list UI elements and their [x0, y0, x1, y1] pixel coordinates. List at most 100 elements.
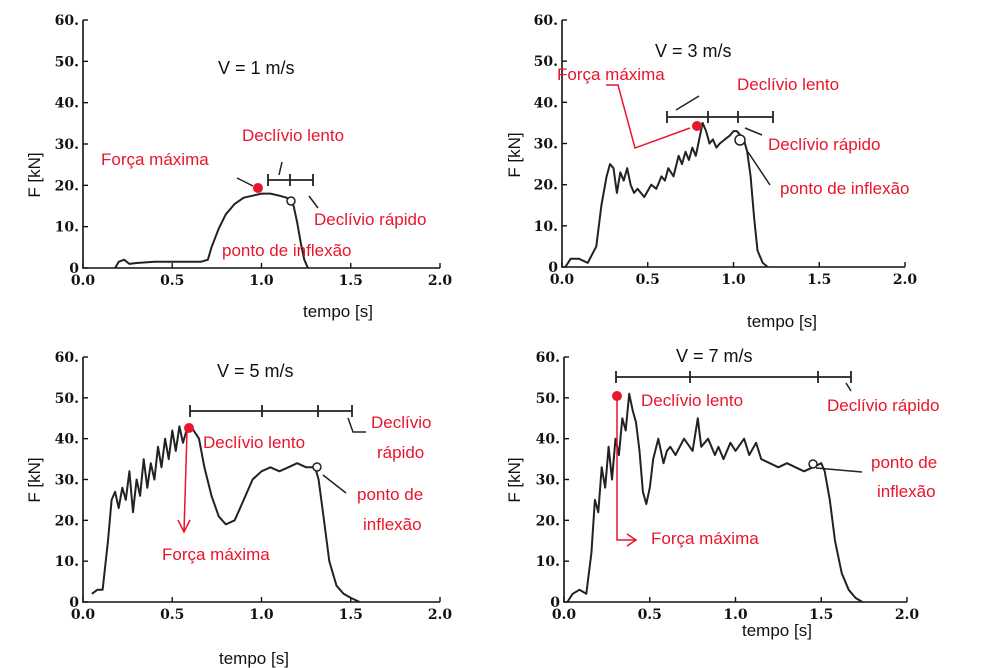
inflection-pointer	[322, 474, 347, 494]
x-tick-label: 0.5	[636, 272, 660, 288]
max-force-marker	[612, 391, 622, 401]
max-force-arrowhead	[177, 519, 191, 534]
y-tick-label: 10.	[55, 220, 79, 236]
x-tick-label: 1.5	[809, 607, 833, 623]
chart-panel-v1: 0.0 0.5 1.0 1.5 2.0 0 10. 20. 30. 40. 50. 60. V = 1…	[25, 13, 452, 321]
ticks: 0.0 0.5 1.0 1.5 2.0 0 10. 20. 30. 40. 50. 60.	[536, 350, 920, 623]
y-tick-label: 20.	[534, 178, 558, 194]
x-tick-label: 1.5	[807, 272, 831, 288]
slow-decline-label: Declívio lento	[737, 75, 839, 94]
y-tick-label: 30.	[534, 137, 558, 153]
inflection-marker	[734, 134, 746, 146]
inflection-pointer	[815, 467, 863, 473]
y-tick-label: 50.	[534, 54, 558, 70]
chart-title: V = 7 m/s	[676, 346, 753, 366]
x-tick-label: 0.5	[638, 607, 662, 623]
max-force-label: Força máxima	[557, 65, 665, 84]
max-force-pointer	[183, 431, 188, 533]
x-tick-label: 1.0	[249, 607, 274, 623]
slow-decline-bar	[267, 174, 314, 186]
x-tick-label: 0.0	[552, 607, 577, 623]
slow-decline-label: Declívio lento	[641, 391, 743, 410]
inflection-marker	[312, 462, 322, 472]
y-tick-label: 20.	[55, 513, 79, 529]
x-tick-label: 1.5	[339, 607, 363, 623]
x-tick-label: 1.0	[249, 273, 274, 289]
max-force-label: Força máxima	[162, 545, 270, 564]
max-force-pointer	[616, 400, 636, 541]
fast-decline-label: Declívio rápido	[827, 396, 939, 415]
ticks: 0.0 0.5 1.0 1.5 2.0 0 10. 20. 30. 40. 50. 60.	[55, 350, 453, 623]
inflection-label-line1: ponto de	[357, 485, 423, 504]
x-tick-label: 0.5	[160, 273, 184, 289]
y-tick-label: 10.	[534, 219, 558, 235]
inflection-pointer	[747, 151, 771, 186]
y-tick-label: 0	[69, 261, 79, 277]
inflection-label-line2: inflexão	[877, 482, 936, 501]
fast-decline-pointer	[845, 382, 852, 392]
fast-decline-pointer	[744, 127, 763, 136]
fast-decline-label: Declívio rápido	[314, 210, 426, 229]
x-tick-label: 1.0	[721, 272, 746, 288]
chart-panel-v3: 0.0 0.5 1.0 1.5 2.0 0 10. 20. 30. 40. 50. 60. V = 3…	[505, 13, 917, 331]
inflection-label-line1: ponto de	[871, 453, 937, 472]
data-line	[566, 392, 863, 603]
y-tick-label: 60.	[55, 13, 79, 29]
fast-decline-pointer	[347, 417, 366, 433]
x-tick-label: 1.0	[723, 607, 748, 623]
y-tick-label: 40.	[534, 95, 558, 111]
x-tick-label: 0.0	[71, 273, 96, 289]
y-tick-label: 60.	[534, 13, 558, 29]
x-tick-label: 1.5	[339, 273, 363, 289]
y-tick-label: 20.	[55, 178, 79, 194]
x-tick-label: 0.0	[71, 607, 96, 623]
max-force-arrowhead	[626, 533, 638, 547]
chart-title: V = 1 m/s	[218, 58, 295, 78]
y-tick-label: 30.	[55, 137, 79, 153]
data-line	[91, 425, 361, 603]
y-axis-label: F [kN]	[25, 152, 44, 197]
y-tick-label: 50.	[55, 54, 79, 70]
y-tick-label: 30.	[55, 473, 79, 489]
ticks: 0.0 0.5 1.0 1.5 2.0 0 10. 20. 30. 40. 50. 60.	[55, 13, 453, 289]
fast-decline-label: Declívio rápido	[768, 135, 880, 154]
slow-decline-label: Declívio lento	[203, 433, 305, 452]
y-tick-label: 0	[550, 595, 560, 611]
y-tick-label: 40.	[536, 432, 560, 448]
x-tick-label: 2.0	[895, 607, 920, 623]
y-axis-label: F [kN]	[25, 457, 44, 502]
y-tick-label: 10.	[536, 554, 560, 570]
y-axis-label: F [kN]	[505, 132, 524, 177]
max-force-label: Força máxima	[651, 529, 759, 548]
x-axis-label: tempo [s]	[219, 649, 289, 668]
max-force-marker	[253, 183, 263, 193]
fast-decline-pointer	[308, 195, 319, 209]
slow-decline-label: Declívio lento	[242, 126, 344, 145]
slow-decline-bar	[615, 371, 852, 383]
y-tick-label: 20.	[536, 513, 560, 529]
data-line	[564, 121, 769, 268]
inflection-marker	[808, 459, 818, 469]
slow-decline-pointer	[278, 161, 283, 176]
max-force-label: Força máxima	[101, 150, 209, 169]
slow-decline-bar	[666, 111, 774, 123]
x-tick-label: 0.5	[160, 607, 184, 623]
inflection-label: ponto de inflexão	[780, 179, 910, 198]
inflection-label: ponto de inflexão	[222, 241, 352, 260]
y-tick-label: 60.	[55, 350, 79, 366]
ticks: 0.0 0.5 1.0 1.5 2.0 0 10. 20. 30. 40. 50. 60.	[534, 13, 918, 288]
chart-panel-v5: 0.0 0.5 1.0 1.5 2.0 0 10. 20. 30. 40. 50. 60. V = 5…	[25, 350, 452, 668]
y-tick-label: 30.	[536, 473, 560, 489]
x-tick-label: 2.0	[893, 272, 918, 288]
y-tick-label: 50.	[536, 391, 560, 407]
inflection-label-line2: inflexão	[363, 515, 422, 534]
max-force-pointer	[236, 177, 254, 187]
max-force-marker	[692, 121, 702, 131]
chart-title: V = 3 m/s	[655, 41, 732, 61]
slow-decline-pointer	[675, 95, 700, 111]
y-tick-label: 50.	[55, 391, 79, 407]
x-tick-label: 2.0	[428, 273, 453, 289]
chart-panel-v7: 0.0 0.5 1.0 1.5 2.0 0 10. 20. 30. 40. 50. 60. V = 7…	[505, 346, 939, 640]
y-tick-label: 0	[548, 260, 558, 276]
